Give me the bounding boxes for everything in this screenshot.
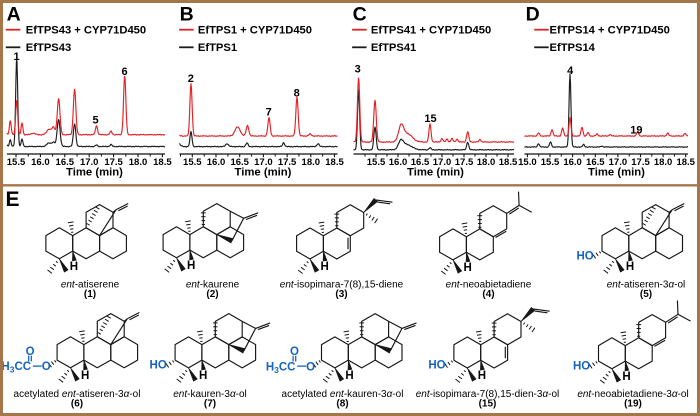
svg-text:H3CC: H3CC xyxy=(1,361,31,375)
svg-text:EfTPS14: EfTPS14 xyxy=(550,42,596,54)
svg-text:16.0: 16.0 xyxy=(563,157,582,168)
svg-text:16.5: 16.5 xyxy=(56,157,75,168)
svg-text:Time (min): Time (min) xyxy=(66,166,123,178)
svg-text:8: 8 xyxy=(294,87,300,99)
svg-text:EfTPS14 + CYP71D450: EfTPS14 + CYP71D450 xyxy=(550,24,670,36)
svg-text:18.0: 18.0 xyxy=(129,157,148,168)
svg-text:H: H xyxy=(81,370,89,382)
svg-text:16.0: 16.0 xyxy=(207,157,226,168)
svg-text:16.5: 16.5 xyxy=(586,157,605,168)
svg-text:EfTPS41: EfTPS41 xyxy=(371,42,416,54)
svg-text:17.0: 17.0 xyxy=(254,157,273,168)
svg-text:acetylated ent-kauren-3α-ol: acetylated ent-kauren-3α-ol xyxy=(282,389,404,400)
svg-text:H: H xyxy=(463,262,471,274)
svg-text:Time (min): Time (min) xyxy=(588,166,645,178)
svg-text:EfTPS1: EfTPS1 xyxy=(198,42,237,54)
svg-text:O: O xyxy=(42,361,51,373)
svg-text:ent-neoabietadiene-3α-ol: ent-neoabietadiene-3α-ol xyxy=(577,389,688,400)
svg-text:(4): (4) xyxy=(482,289,494,300)
svg-text:Time (min): Time (min) xyxy=(235,166,292,178)
svg-text:ent-kauren-3α-ol: ent-kauren-3α-ol xyxy=(173,389,247,400)
svg-text:H3CC: H3CC xyxy=(266,361,296,375)
svg-text:HO: HO xyxy=(576,250,593,262)
svg-text:(5): (5) xyxy=(640,289,652,300)
svg-text:15.5: 15.5 xyxy=(183,157,202,168)
svg-text:3: 3 xyxy=(355,64,361,76)
svg-text:ent-isopimara-7(8),15-diene: ent-isopimara-7(8),15-diene xyxy=(280,279,404,290)
svg-text:(3): (3) xyxy=(335,289,347,300)
svg-text:(2): (2) xyxy=(206,289,218,300)
svg-text:O: O xyxy=(306,361,315,373)
svg-text:H: H xyxy=(478,370,486,382)
svg-text:17.0: 17.0 xyxy=(609,157,628,168)
svg-text:(1): (1) xyxy=(84,289,96,300)
svg-text:H: H xyxy=(320,261,328,273)
svg-text:EfTPS41 + CYP71D450: EfTPS41 + CYP71D450 xyxy=(371,24,491,36)
svg-text:15: 15 xyxy=(424,113,436,125)
svg-text:D: D xyxy=(526,3,540,25)
svg-text:5: 5 xyxy=(92,115,98,127)
svg-text:O: O xyxy=(26,346,35,358)
svg-text:2: 2 xyxy=(188,73,194,85)
svg-text:EfTPS43: EfTPS43 xyxy=(26,42,71,54)
svg-text:18.0: 18.0 xyxy=(302,157,321,168)
svg-text:B: B xyxy=(180,3,194,25)
svg-text:H: H xyxy=(187,260,195,272)
svg-text:(19): (19) xyxy=(624,399,642,410)
svg-text:18.5: 18.5 xyxy=(325,157,344,168)
svg-text:15.5: 15.5 xyxy=(7,157,26,168)
svg-text:E: E xyxy=(6,188,20,211)
svg-text:HO: HO xyxy=(150,359,167,371)
svg-text:7: 7 xyxy=(266,106,272,118)
svg-text:H: H xyxy=(345,370,353,382)
svg-text:HO: HO xyxy=(573,360,590,372)
svg-text:A: A xyxy=(7,3,21,25)
svg-text:17.0: 17.0 xyxy=(433,157,452,168)
svg-text:16.5: 16.5 xyxy=(411,157,430,168)
svg-text:16.0: 16.0 xyxy=(389,157,408,168)
svg-text:16.5: 16.5 xyxy=(230,157,249,168)
svg-text:ent-neoabietadiene: ent-neoabietadiene xyxy=(446,279,532,290)
svg-text:19: 19 xyxy=(630,125,642,137)
svg-text:17.0: 17.0 xyxy=(80,157,99,168)
svg-text:18.5: 18.5 xyxy=(676,157,695,168)
svg-text:H: H xyxy=(622,371,630,383)
svg-text:ent-atiserene: ent-atiserene xyxy=(61,279,120,290)
svg-text:H: H xyxy=(626,261,634,273)
svg-text:16.0: 16.0 xyxy=(31,157,50,168)
svg-text:(7): (7) xyxy=(204,399,216,410)
svg-text:15.0: 15.0 xyxy=(518,157,537,168)
svg-text:15.5: 15.5 xyxy=(541,157,560,168)
svg-text:C: C xyxy=(353,3,367,25)
svg-text:18.0: 18.0 xyxy=(654,157,673,168)
svg-text:ent-kaurene: ent-kaurene xyxy=(186,279,240,290)
svg-text:EfTPS1 + CYP71D450: EfTPS1 + CYP71D450 xyxy=(198,24,312,36)
svg-text:17.5: 17.5 xyxy=(631,157,650,168)
svg-text:O: O xyxy=(290,346,299,358)
svg-text:4: 4 xyxy=(567,65,574,77)
svg-text:H: H xyxy=(199,370,207,382)
svg-text:(8): (8) xyxy=(336,399,348,410)
svg-text:18.0: 18.0 xyxy=(477,157,496,168)
svg-text:1: 1 xyxy=(13,51,19,63)
svg-text:(6): (6) xyxy=(71,399,83,410)
svg-text:EfTPS43 + CYP71D450: EfTPS43 + CYP71D450 xyxy=(26,24,146,36)
svg-text:17.5: 17.5 xyxy=(455,157,474,168)
svg-text:HO: HO xyxy=(428,360,445,372)
svg-text:18.5: 18.5 xyxy=(499,157,518,168)
svg-text:18.5: 18.5 xyxy=(153,157,172,168)
svg-text:(15): (15) xyxy=(479,399,497,410)
svg-text:Time (min): Time (min) xyxy=(407,166,464,178)
svg-text:H: H xyxy=(70,261,78,273)
svg-text:17.5: 17.5 xyxy=(278,157,297,168)
svg-text:acetylated ent-atiseren-3α-ol: acetylated ent-atiseren-3α-ol xyxy=(14,389,141,400)
svg-text:15.5: 15.5 xyxy=(367,157,386,168)
svg-text:6: 6 xyxy=(121,66,127,78)
svg-text:ent-atiseren-3α-ol: ent-atiseren-3α-ol xyxy=(607,279,686,290)
svg-text:ent-isopimara-7(8),15-dien-3α-: ent-isopimara-7(8),15-dien-3α-ol xyxy=(416,389,560,400)
svg-text:17.5: 17.5 xyxy=(104,157,123,168)
